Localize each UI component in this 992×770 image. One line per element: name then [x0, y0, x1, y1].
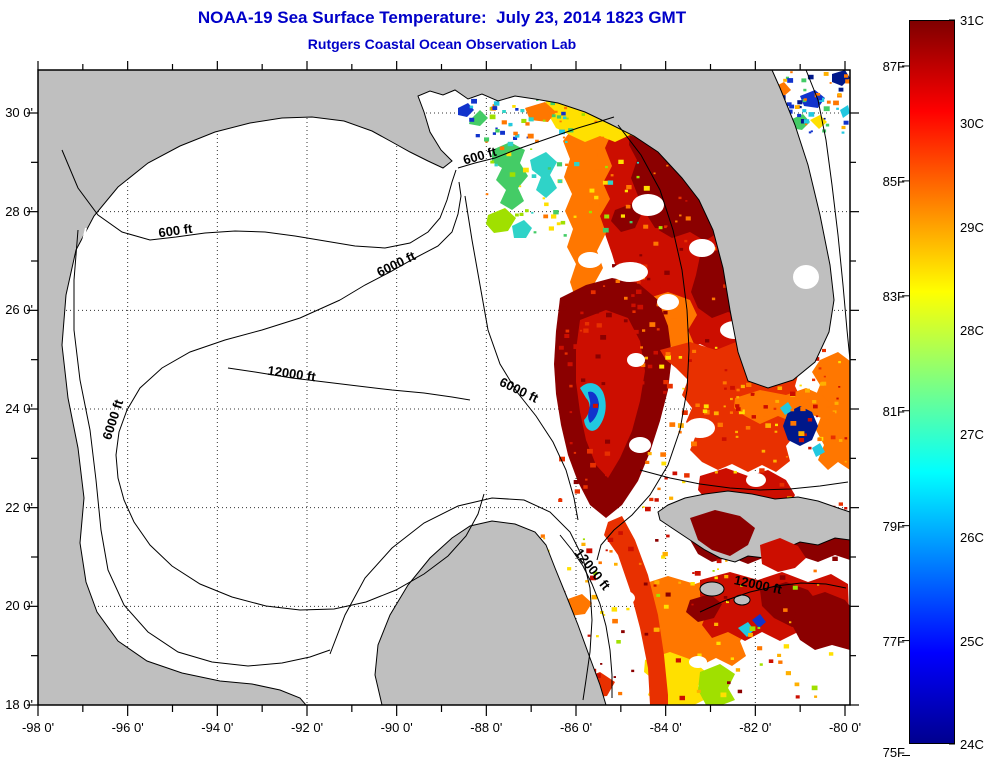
land-mainland — [38, 70, 835, 705]
contour-label: 600 ft — [158, 221, 194, 241]
colorbar-label-celsius: 25C — [960, 633, 984, 649]
colorbar-label-fahrenheit: 85F — [882, 173, 905, 189]
y-tick-label: 30 0' — [5, 105, 33, 120]
sst-blob — [840, 105, 850, 118]
y-tick-label: 24 0' — [5, 401, 33, 416]
sst-blob — [576, 310, 645, 478]
sst-blob — [783, 406, 818, 446]
x-tick-label: -80 0' — [828, 720, 862, 735]
sst-blob — [530, 152, 557, 198]
sst-blob — [690, 510, 755, 556]
x-tick-label: -86 0' — [559, 720, 593, 735]
colorbar-label-fahrenheit: 87F — [882, 58, 905, 74]
colorbar-label-celsius: 28C — [960, 323, 984, 339]
colorbar — [909, 20, 955, 744]
colorbar-label-celsius: 29C — [960, 219, 984, 235]
y-tick-label: 20 0' — [5, 598, 33, 614]
sst-blob — [686, 594, 722, 622]
sst-blob — [792, 592, 850, 650]
plot-border — [37, 69, 851, 706]
sst-blob — [604, 516, 668, 705]
colorbar-label-fahrenheit: 81F — [882, 403, 905, 419]
colorbar-label-fahrenheit: 77F — [882, 633, 905, 649]
contour-line — [339, 181, 462, 301]
y-tick-label: 22 0' — [5, 499, 33, 515]
contour-line — [227, 367, 471, 401]
x-tick-label: -92 0' — [290, 720, 324, 735]
sst-blob — [752, 614, 766, 628]
x-tick-label: -98 0' — [21, 720, 55, 735]
contour-line — [805, 70, 850, 361]
x-tick-label: -94 0' — [201, 720, 234, 735]
y-tick-label: 26 0' — [5, 302, 33, 318]
contour-label: 12000 ft — [267, 363, 318, 385]
sst-blob — [812, 443, 825, 457]
y-tick-label: 28 0' — [5, 203, 33, 219]
x-tick-label: -90 0' — [380, 720, 413, 735]
contour-line — [639, 469, 849, 491]
bathymetry-contours — [61, 70, 850, 701]
lake-okeechobee — [793, 265, 819, 289]
colorbar-label-celsius: 30C — [960, 116, 984, 132]
sst-blob — [525, 102, 556, 122]
contour-line — [329, 497, 593, 701]
x-tick-label: -88 0' — [470, 720, 503, 735]
x-tick-label: -96 0' — [111, 720, 144, 735]
contour-line — [559, 534, 613, 698]
sst-blob — [611, 204, 641, 232]
contour-line — [596, 124, 690, 561]
colorbar-label-fahrenheit: 75F — [882, 745, 905, 760]
y-tick-label: 18 0' — [5, 697, 33, 712]
colorbar-label-fahrenheit: 79F — [882, 518, 905, 534]
page-title: NOAA-19 Sea Surface Temperature: July 23… — [197, 8, 687, 27]
sst-blob — [780, 402, 793, 415]
axis-ticks — [27, 61, 859, 716]
land-isla-juventud — [699, 581, 725, 597]
contour-line — [464, 195, 579, 521]
colorbar-label-fahrenheit: 83F — [882, 288, 905, 304]
colorbar-label-celsius: 24C — [960, 737, 984, 752]
colorbar-label-celsius: 26C — [960, 530, 984, 546]
contour-line — [699, 582, 847, 613]
sst-blob — [469, 110, 488, 126]
sst-blob — [512, 220, 532, 238]
page-subtitle: Rutgers Coastal Ocean Observation Lab — [307, 36, 577, 52]
colorbar-label-celsius: 27C — [960, 426, 984, 442]
contour-line — [61, 149, 457, 249]
x-tick-label: -84 0' — [649, 720, 682, 735]
contour-line — [457, 116, 615, 169]
x-tick-label: -82 0' — [739, 720, 772, 735]
contour-line — [115, 299, 485, 611]
contour-line — [73, 229, 331, 667]
sst-overlay-cuba — [690, 510, 850, 650]
colorbar-label-celsius: 31C — [960, 13, 984, 28]
sst-blob — [486, 208, 516, 233]
sst-blob — [760, 538, 806, 572]
